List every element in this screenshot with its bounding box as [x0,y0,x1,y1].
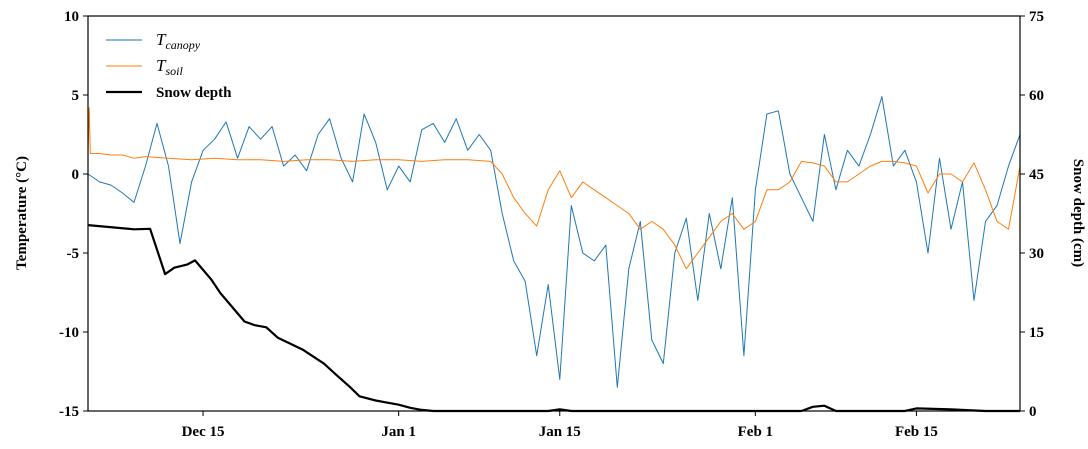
y2-axis-label: Snow depth (cm) [1070,159,1086,267]
series-line [87,107,1021,270]
plot-frame [87,15,1021,412]
y2-tick-label: 15 [1029,325,1044,341]
y2-tick-label: 30 [1029,246,1044,262]
x-tick-label: Jan 15 [539,424,581,440]
y-tick-label: 10 [64,9,79,25]
y-tick-label: -15 [59,404,79,420]
series-line [87,224,1020,413]
legend-label-main: T [156,56,167,75]
x-tick-label: Jan 1 [381,424,416,440]
legend-label: Tsoil [156,56,183,78]
y2-tick-label: 60 [1029,88,1044,104]
series-line [87,96,1021,388]
y-tick-label: 0 [72,167,80,183]
y-tick-label: -10 [59,325,79,341]
y2-tick-label: 0 [1029,404,1037,420]
y2-tick-label: 45 [1029,167,1044,183]
legend-label-sub: soil [165,64,183,78]
y2-tick-label: 75 [1029,9,1044,25]
y-tick-label: 5 [72,88,80,104]
x-tick-label: Feb 1 [738,424,773,440]
y-tick-label: -5 [67,246,80,262]
x-tick-label: Dec 15 [182,424,225,440]
x-tick-label: Feb 15 [895,424,938,440]
legend-label-main: T [156,30,167,49]
legend-label: Snow depth [156,85,232,101]
legend-label-sub: canopy [165,38,200,52]
legend-label: Tcanopy [156,30,201,52]
y-axis-label: Temperature (°C) [14,156,30,270]
